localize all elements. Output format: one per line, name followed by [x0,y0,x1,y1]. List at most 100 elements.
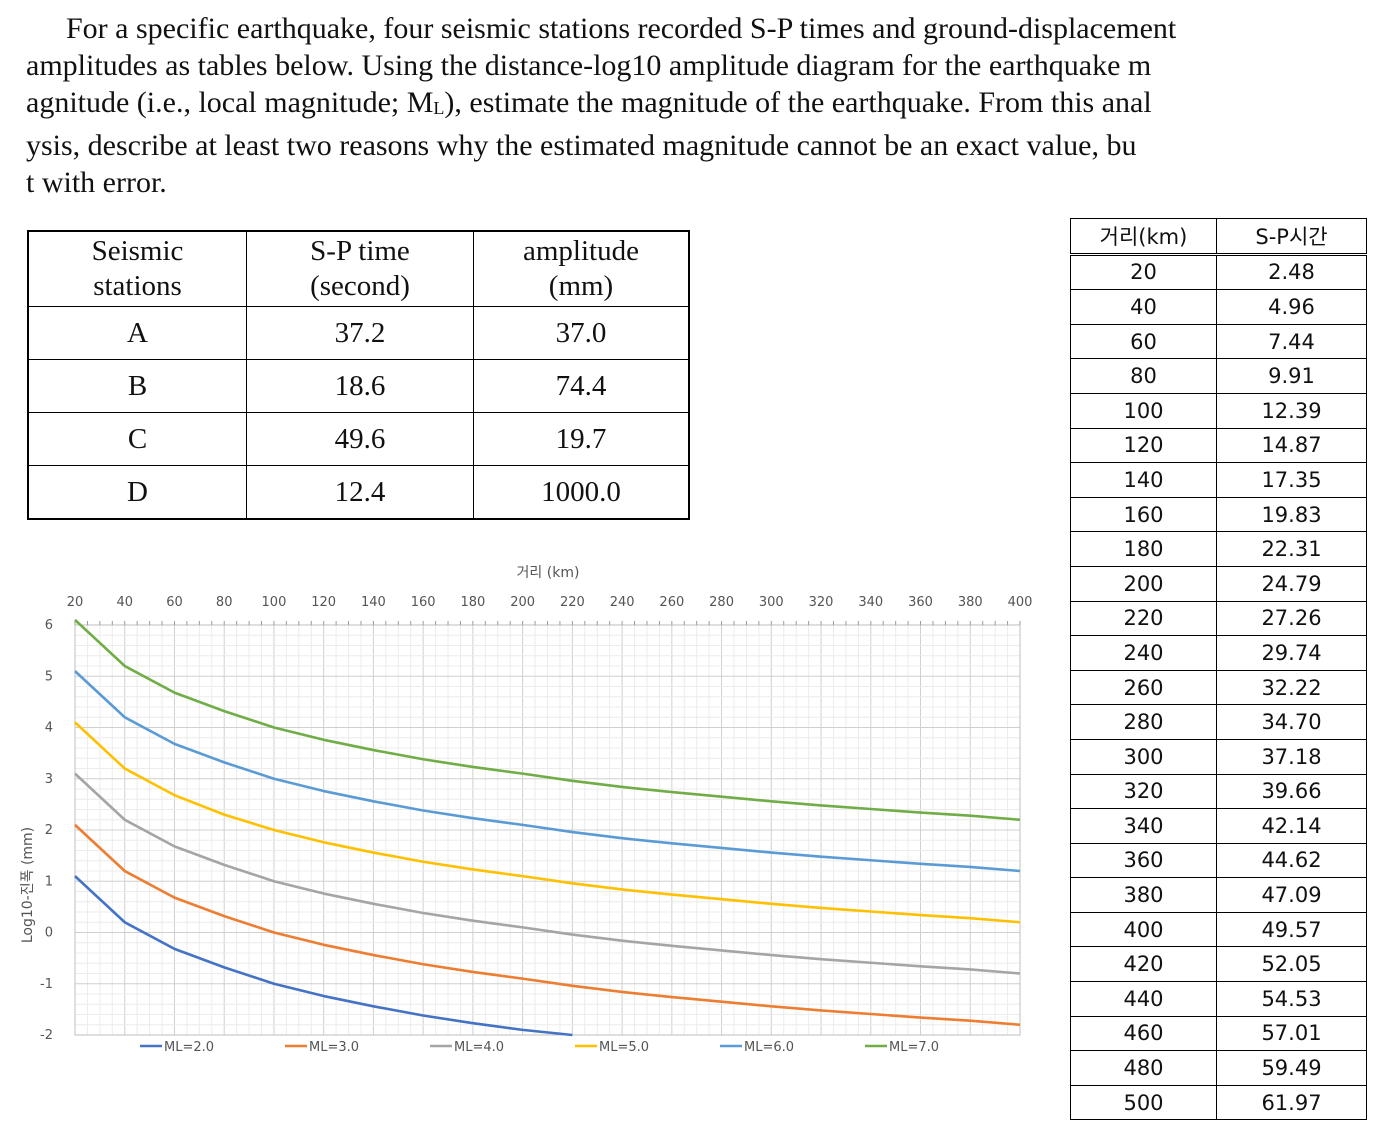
x-tick-label: 340 [858,595,883,610]
y-tick-label: 5 [45,669,53,684]
station-name: B [27,359,247,413]
station-name: A [27,306,247,360]
table-row: 340 42.14 [1070,808,1367,844]
question-text: For a specific earthquake, four seismic … [26,10,1336,201]
series-line [74,618,1021,822]
question-line-5: t with error. [26,166,167,199]
table-row: 20 2.48 [1070,253,1367,291]
distance: 120 [1070,427,1217,464]
distance: 160 [1070,496,1217,533]
sp-time: 7.44 [1216,323,1367,360]
y-tick-labels: 6 5 4 3 2 1 0 -1 -2 [40,618,53,1043]
header-line: amplitude [523,235,639,267]
header-sp-time: S-P time (second) [246,230,474,307]
y-tick-label: 2 [45,823,53,838]
x-tick-labels: 20 40 60 80 100 120 140 160 180 200 220 240 260 280 30… [67,595,1033,610]
legend-label: ML=7.0 [889,1040,939,1055]
distance: 280 [1070,704,1217,740]
sp-time: 47.09 [1216,877,1367,913]
distance: 240 [1070,635,1217,671]
header-distance: 거리(km) [1070,218,1217,256]
x-tick-label: 260 [659,595,684,610]
y-axis-title: Log10-진폭 (mm) [20,827,36,943]
table-row: 280 34.70 [1070,704,1367,740]
table-row: 260 32.22 [1070,669,1367,706]
table-row: 480 59.49 [1070,1050,1367,1086]
table-row: 300 37.18 [1070,738,1367,775]
sp-time: 37.2 [246,306,474,360]
table-row: D 12.4 1000.0 [27,465,690,520]
x-tick-label: 160 [411,595,436,610]
distance: 60 [1070,323,1217,360]
sp-time: 27.26 [1216,600,1367,637]
x-tick-label: 60 [166,595,183,610]
sp-time: 17.35 [1216,462,1367,498]
table-row: 180 22.31 [1070,531,1367,567]
question-line-1: For a specific earthquake, four seismic … [66,12,1177,45]
x-tick-label: 300 [759,595,784,610]
sp-time: 37.18 [1216,738,1367,775]
sp-time: 9.91 [1216,358,1367,394]
sp-time: 32.22 [1216,669,1367,706]
sp-time: 12.39 [1216,392,1367,429]
y-tick-label: 4 [45,721,53,736]
table-row: 140 17.35 [1070,462,1367,498]
x-tick-label: 100 [262,595,287,610]
amplitude: 19.7 [473,412,690,466]
series-line [74,670,1021,873]
amplitude: 37.0 [473,306,690,360]
question-line-3: agnitude (i.e., local magnitude; ML), es… [26,84,1336,127]
amplitude: 1000.0 [473,465,690,520]
sp-time: 12.4 [246,465,474,520]
series-line [74,772,1021,975]
station-table: Seismic stations S-P time (second) ampli… [27,230,690,520]
distance: 220 [1070,600,1217,637]
x-tick-label: 140 [361,595,386,610]
sp-time: 22.31 [1216,531,1367,567]
station-name: C [27,412,247,466]
distance: 360 [1070,842,1217,879]
distance: 340 [1070,808,1217,844]
table-row: A 37.2 37.0 [27,306,690,360]
y-tick-label: 3 [45,772,53,787]
distance: 100 [1070,392,1217,429]
distance: 320 [1070,773,1217,810]
sp-time: 49.6 [246,412,474,466]
sp-time: 42.14 [1216,808,1367,844]
sp-time: 39.66 [1216,773,1367,810]
distance: 440 [1070,981,1217,1017]
distance: 80 [1070,358,1217,394]
table-row: 200 24.79 [1070,565,1367,602]
sp-time: 52.05 [1216,946,1367,983]
header-line: stations [93,270,182,302]
table-row: 400 49.57 [1070,911,1367,948]
sp-time: 29.74 [1216,635,1367,671]
sp-time: 54.53 [1216,981,1367,1017]
distance: 140 [1070,462,1217,498]
table-row: 120 14.87 [1070,427,1367,464]
header-amplitude: amplitude (mm) [473,230,690,307]
distance: 480 [1070,1050,1217,1086]
distance: 400 [1070,911,1217,948]
x-tick-label: 20 [67,595,84,610]
distance: 460 [1070,1015,1217,1052]
table-row: 80 9.91 [1070,358,1367,394]
x-tick-label: 320 [809,595,834,610]
header-line: Seismic [91,235,184,267]
series-line [74,823,1021,1027]
question-line-4: ysis, describe at least two reasons why … [26,129,1137,162]
station-name: D [27,465,247,520]
series-line [74,721,1021,924]
y-tick-label: 6 [45,618,53,633]
table-row: 320 39.66 [1070,773,1367,810]
header-line: S-P time [310,235,410,267]
distance: 40 [1070,289,1217,325]
sp-time: 57.01 [1216,1015,1367,1052]
table-row: 420 52.05 [1070,946,1367,983]
x-tick-label: 240 [610,595,635,610]
table-row: C 49.6 19.7 [27,412,690,466]
question-line-3-end: ), estimate the magnitude of the earthqu… [444,86,1152,119]
sp-time: 61.97 [1216,1084,1367,1121]
legend-label: ML=3.0 [309,1040,359,1055]
table-row: 500 61.97 [1070,1084,1367,1121]
